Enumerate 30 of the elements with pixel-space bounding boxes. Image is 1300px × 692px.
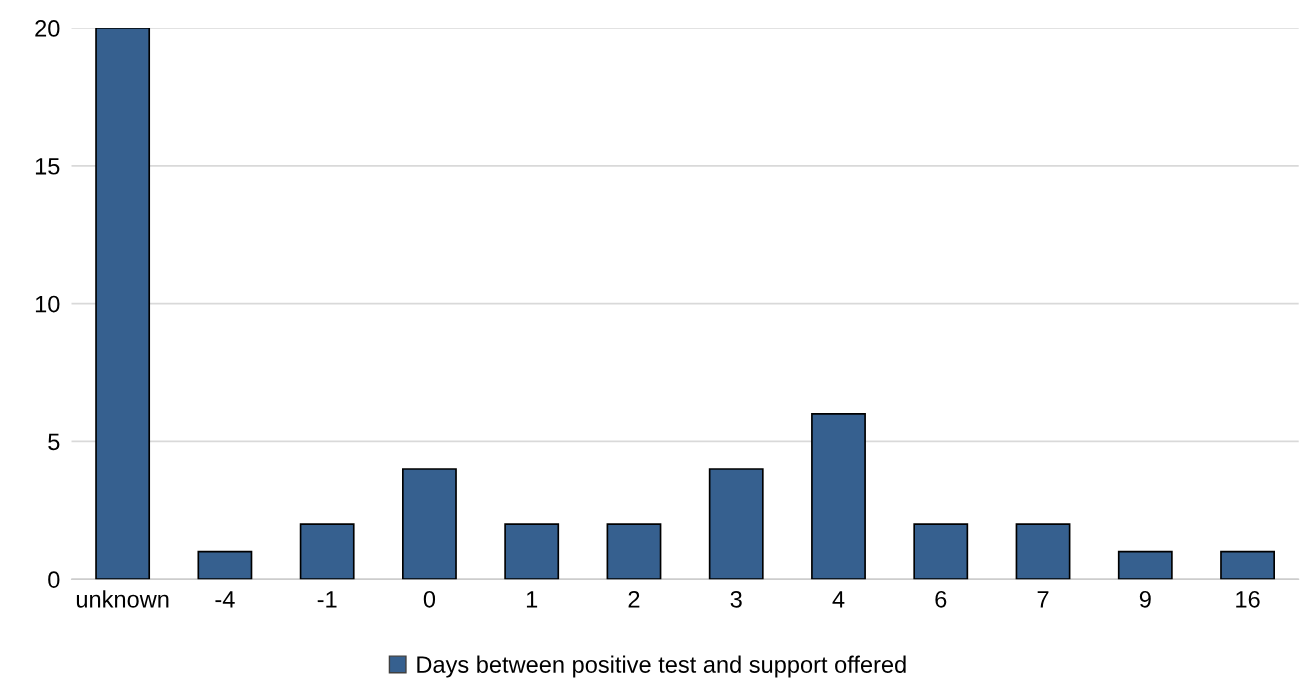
x-tick-label: 16 [1236, 590, 1260, 608]
x-tick-label: unknown [76, 590, 169, 608]
x-tick-label: -4 [215, 591, 235, 608]
bar [402, 468, 457, 580]
bar [1117, 550, 1173, 580]
y-tick-label: 10 [35, 295, 60, 313]
y-tick-label: 15 [35, 158, 60, 175]
x-tick-label: 4 [832, 591, 845, 608]
x-tick-label: 9 [1139, 590, 1151, 608]
bar [1220, 550, 1275, 580]
bar [299, 523, 355, 580]
x-tick-label: 3 [730, 590, 742, 608]
bar [95, 28, 151, 580]
bar [1015, 523, 1071, 580]
x-tick-label: 1 [526, 591, 538, 608]
x-tick-label: 2 [628, 590, 640, 608]
y-tick-label: 5 [48, 433, 60, 451]
x-tick-label: 6 [935, 590, 947, 608]
x-tick-label: -1 [317, 591, 337, 608]
legend-label: Days between positive test and support offered [417, 655, 906, 678]
bar [708, 468, 764, 580]
bar [913, 523, 969, 580]
bar [606, 523, 662, 580]
bar [197, 550, 253, 580]
bar [504, 523, 560, 580]
x-tick-label: 0 [423, 590, 436, 608]
y-tick-label: 20 [35, 20, 60, 37]
x-tick-label: 7 [1037, 591, 1049, 608]
bar [811, 413, 866, 580]
y-tick-label: 0 [48, 571, 60, 588]
